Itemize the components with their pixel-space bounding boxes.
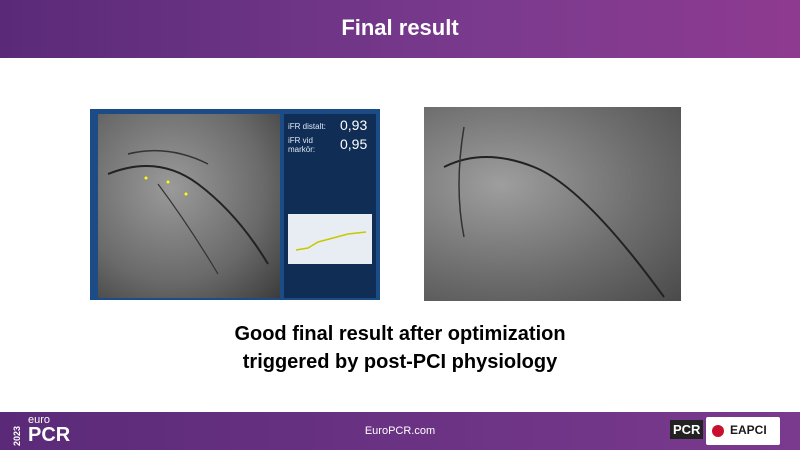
brand-prefix: euro xyxy=(28,414,51,426)
brand: PCR xyxy=(28,424,71,446)
ifr-value: 0,93 xyxy=(340,117,368,133)
eapci-icon xyxy=(712,425,724,437)
caption: Good final result after optimization xyxy=(234,323,566,345)
ifr-label: iFR distalt: xyxy=(288,122,326,131)
ifr-panel: iFR distalt: 0,93 iFR vid markör: 0,95 xyxy=(284,114,376,298)
header-bar xyxy=(0,0,800,58)
angiogram xyxy=(424,107,681,301)
eapci-logo: EAPCI xyxy=(706,417,780,445)
footer-bar: 2023 euro PCR EuroPCR.com PCR EAPCI xyxy=(0,412,800,450)
angiogram xyxy=(98,114,280,298)
slide-title: Final result xyxy=(341,15,459,40)
caption: triggered by post-PCI physiology xyxy=(242,351,558,373)
eapci-text: EAPCI xyxy=(730,423,767,437)
pullback-plot xyxy=(288,214,372,264)
ifr-label: iFR vid markör: xyxy=(288,136,316,154)
ifr-value: 0,95 xyxy=(340,136,368,152)
pcr-logo: PCR xyxy=(670,420,704,439)
website: EuroPCR.com xyxy=(364,425,436,437)
vessel-sketch xyxy=(107,149,269,275)
vessel-sketch xyxy=(443,126,665,298)
